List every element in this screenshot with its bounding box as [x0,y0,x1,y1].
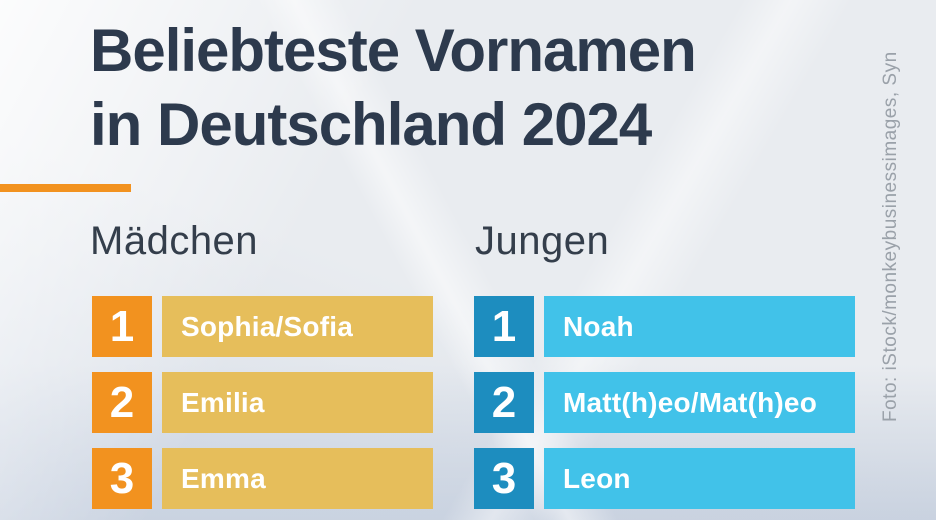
rank-name-bar: Emma [162,448,433,509]
title-accent-divider [0,184,131,192]
rank-name-bar: Leon [544,448,855,509]
ranking-list-girls: 1 Sophia/Sofia 2 Emilia 3 Emma [92,296,433,509]
rank-row-girls-1: 1 Sophia/Sofia [92,296,433,357]
rank-name-bar: Matt(h)eo/Mat(h)eo [544,372,855,433]
rank-row-boys-2: 2 Matt(h)eo/Mat(h)eo [474,372,855,433]
title-line-1: Beliebteste Vornamen [90,17,697,84]
rank-row-boys-3: 3 Leon [474,448,855,509]
rank-number-badge: 3 [92,448,152,509]
rank-name-bar: Sophia/Sofia [162,296,433,357]
rank-number-badge: 2 [474,372,534,433]
rank-number-badge: 3 [474,448,534,509]
rank-row-girls-3: 3 Emma [92,448,433,509]
photo-credit: Foto: iStock/monkeybusinessimages, Syn [880,51,901,422]
rank-name-bar: Emilia [162,372,433,433]
rank-number-badge: 1 [92,296,152,357]
rank-name-bar: Noah [544,296,855,357]
ranking-list-boys: 1 Noah 2 Matt(h)eo/Mat(h)eo 3 Leon [474,296,855,509]
rank-number-badge: 2 [92,372,152,433]
column-header-girls: Mädchen [90,219,259,263]
page-title: Beliebteste Vornamen in Deutschland 2024 [90,14,697,162]
rank-row-boys-1: 1 Noah [474,296,855,357]
rank-row-girls-2: 2 Emilia [92,372,433,433]
title-line-2: in Deutschland 2024 [90,91,652,158]
rank-number-badge: 1 [474,296,534,357]
column-header-boys: Jungen [475,219,610,263]
